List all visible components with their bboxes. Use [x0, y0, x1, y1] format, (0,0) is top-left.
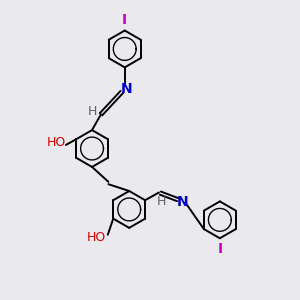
Text: I: I: [217, 242, 222, 256]
Text: I: I: [122, 13, 127, 27]
Text: N: N: [177, 195, 188, 209]
Text: HO: HO: [47, 136, 66, 149]
Text: H: H: [88, 106, 97, 118]
Text: HO: HO: [87, 231, 106, 244]
Text: N: N: [120, 82, 132, 96]
Text: H: H: [157, 195, 167, 208]
